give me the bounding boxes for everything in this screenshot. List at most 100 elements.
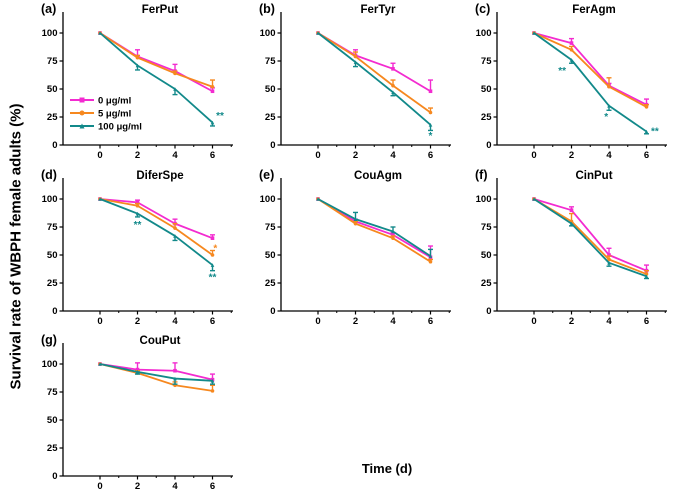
y-tick-label: 50 [47,250,58,261]
y-tick-label: 75 [481,222,492,233]
y-tick-label: 100 [476,28,492,39]
x-tick-label: 4 [172,150,178,161]
y-tick-label: 25 [265,112,276,123]
series-line [533,198,647,278]
legend-label: 5 μg/ml [98,108,131,119]
series-line [533,32,647,108]
panel-f: (f) CinPut 0 25 50 75 100 0 2 4 6 [474,166,685,330]
y-tick-label: 0 [52,471,57,482]
x-tick-label: 6 [210,316,215,327]
y-tick-label: 0 [486,140,491,151]
series-line [99,32,213,93]
series-line [317,198,431,259]
y-tick-label: 50 [481,84,492,95]
panel-title: CouAgm [354,170,402,182]
y-tick-label: 25 [47,278,58,289]
panel-title: FerPut [142,4,179,16]
series-line [99,363,213,381]
x-tick-label: 6 [644,150,649,161]
series-line [533,32,648,133]
y-tick-label: 75 [481,56,492,67]
chart-canvas: (g) CouPut 0 25 50 75 100 0 2 4 6 [41,333,233,492]
y-tick-label: 25 [265,278,276,289]
series-line [99,198,214,266]
significance-marker: ** [134,220,142,231]
significance-marker: ** [209,272,217,283]
x-tick-label: 0 [97,150,102,161]
series-line [317,32,432,114]
y-tick-label: 25 [481,278,492,289]
panel-label: (a) [41,2,56,16]
y-tick-label: 0 [486,306,491,317]
legend-label: 0 μg/ml [98,95,131,106]
y-axis-label: Survival rate of WBPH female adults (%) [7,103,25,390]
chart-canvas: (b) FerTyr 0 25 50 75 100 0 2 4 6 * [259,2,451,161]
series-line [533,32,647,106]
x-axis-label: Time (d) [361,461,413,476]
panel-title: FerAgm [572,4,615,16]
x-tick-label: 6 [428,316,433,327]
series-line [99,32,213,88]
x-tick-label: 0 [97,316,102,327]
panel-label: (c) [475,2,490,16]
series-line [99,198,214,256]
y-tick-label: 50 [47,84,58,95]
chart-canvas: (f) CinPut 0 25 50 75 100 0 2 4 6 [475,168,667,327]
y-tick-label: 0 [270,306,275,317]
significance-marker: ** [216,111,224,122]
y-tick-label: 100 [476,194,492,205]
series-line [317,198,431,257]
y-tick-label: 75 [265,222,276,233]
y-tick-label: 75 [265,56,276,67]
x-tick-label: 0 [315,150,320,161]
x-tick-label: 2 [353,150,358,161]
x-tick-label: 4 [390,316,396,327]
panel-title: CinPut [575,170,612,182]
x-tick-label: 4 [606,316,612,327]
panel-e: (e) CouAgm 0 25 50 75 100 0 2 4 6 [258,166,469,330]
y-tick-label: 25 [481,112,492,123]
x-tick-label: 2 [353,316,358,327]
x-tick-label: 6 [210,150,215,161]
panel-title: CouPut [140,335,181,347]
significance-marker: ** [651,127,659,138]
series-line [533,198,647,272]
chart-canvas: (a) FerPut 0 25 50 75 100 0 2 4 6 ** 0 μg/ml 5 μg/ml 1… [41,2,233,161]
panel-label: (d) [41,168,57,182]
panel-a: (a) FerPut 0 25 50 75 100 0 2 4 6 ** 0 μg/ml 5 μg/ml 1… [40,0,251,164]
x-tick-label: 6 [428,150,433,161]
panel-d: (d) DiferSpe 0 25 50 75 100 0 2 4 6 ** * ** [40,166,251,330]
significance-marker: ** [558,66,566,77]
chart-canvas: (e) CouAgm 0 25 50 75 100 0 2 4 6 [259,168,451,327]
series-line [317,32,431,93]
panel-label: (g) [41,333,57,347]
panel-title: FerTyr [361,4,396,16]
x-tick-label: 2 [569,150,574,161]
significance-marker: * [604,112,608,123]
y-tick-label: 50 [47,415,58,426]
y-tick-label: 25 [47,443,58,454]
x-tick-label: 0 [531,316,536,327]
y-tick-label: 75 [47,56,58,67]
significance-marker: * [213,243,217,254]
panel-label: (e) [259,168,274,182]
y-tick-label: 50 [265,250,276,261]
panel-g: (g) CouPut 0 25 50 75 100 0 2 4 6 [40,331,251,492]
y-tick-label: 50 [265,84,276,95]
y-tick-label: 100 [260,28,276,39]
x-tick-label: 0 [531,150,536,161]
x-tick-label: 0 [97,481,102,492]
series-line [99,363,213,382]
y-tick-label: 0 [52,306,57,317]
series-line [99,198,213,240]
series-line [533,198,647,275]
series-line [99,32,214,124]
y-tick-label: 75 [47,387,58,398]
y-tick-label: 100 [42,194,58,205]
series-line [317,32,432,126]
legend-label: 100 μg/ml [98,121,142,132]
x-tick-label: 4 [172,481,178,492]
